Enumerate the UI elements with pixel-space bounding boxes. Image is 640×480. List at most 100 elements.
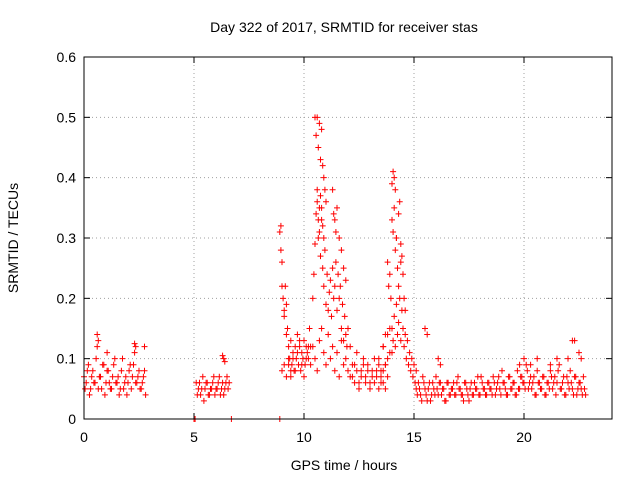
data-point xyxy=(108,385,115,392)
data-point xyxy=(406,349,413,356)
data-point xyxy=(139,379,146,386)
data-point xyxy=(351,379,358,386)
data-point xyxy=(336,373,343,380)
data-point xyxy=(94,331,101,338)
data-point xyxy=(445,379,452,386)
data-point xyxy=(480,385,487,392)
data-point xyxy=(568,379,575,386)
data-point xyxy=(555,367,562,374)
data-point xyxy=(137,385,144,392)
data-point xyxy=(342,331,349,338)
data-point xyxy=(342,277,349,284)
data-point xyxy=(207,385,214,392)
data-point xyxy=(225,385,232,392)
data-point xyxy=(380,379,387,386)
data-point xyxy=(315,235,322,241)
data-point xyxy=(220,391,227,398)
data-point xyxy=(219,352,226,359)
data-point xyxy=(409,373,416,380)
data-point xyxy=(478,373,485,380)
data-point xyxy=(382,385,389,392)
data-point xyxy=(576,349,582,356)
data-point xyxy=(320,283,327,290)
data-point xyxy=(375,355,382,362)
data-point xyxy=(516,361,523,368)
y-tick-label: 0.4 xyxy=(57,170,77,186)
data-point xyxy=(404,337,411,344)
data-point xyxy=(118,367,125,374)
data-point xyxy=(390,337,397,344)
data-point xyxy=(132,343,139,350)
data-point xyxy=(122,373,129,380)
data-point xyxy=(514,367,521,374)
data-point xyxy=(285,355,292,362)
data-point xyxy=(358,373,365,380)
data-point xyxy=(134,373,141,380)
data-point xyxy=(304,349,311,356)
data-point xyxy=(420,379,427,386)
data-point xyxy=(473,385,480,392)
data-point xyxy=(318,126,325,133)
data-point xyxy=(380,343,387,350)
data-point xyxy=(567,367,574,374)
data-point xyxy=(314,367,321,374)
data-point xyxy=(128,385,135,392)
data-point xyxy=(330,210,337,217)
y-tick-label: 0 xyxy=(68,411,76,427)
data-point xyxy=(382,331,389,338)
data-point xyxy=(367,385,373,392)
data-point xyxy=(119,355,126,362)
data-point xyxy=(502,385,509,392)
data-point xyxy=(546,385,553,392)
data-point xyxy=(528,385,535,392)
x-tick-label: 5 xyxy=(190,429,198,445)
data-point xyxy=(425,385,432,392)
data-point xyxy=(331,367,338,374)
data-point xyxy=(194,391,201,398)
data-point xyxy=(397,337,404,344)
y-tick-label: 0.3 xyxy=(57,230,77,246)
data-point xyxy=(317,192,324,199)
data-point xyxy=(389,216,395,223)
data-point xyxy=(484,379,491,386)
data-point xyxy=(287,367,294,374)
data-point xyxy=(205,391,212,398)
data-point xyxy=(306,325,313,332)
data-point xyxy=(349,361,356,368)
data-point xyxy=(320,174,327,181)
data-point xyxy=(95,337,102,344)
data-point xyxy=(319,265,326,272)
data-point xyxy=(547,367,554,374)
data-point xyxy=(338,337,345,344)
data-point xyxy=(519,379,526,386)
data-point xyxy=(216,373,223,380)
data-point xyxy=(218,385,225,392)
data-point xyxy=(126,367,133,374)
data-point xyxy=(436,379,443,386)
data-point xyxy=(360,361,367,368)
data-point xyxy=(131,340,138,347)
data-point xyxy=(130,361,137,368)
data-point xyxy=(384,355,391,362)
data-point xyxy=(341,313,348,320)
data-point xyxy=(336,295,343,302)
data-point xyxy=(330,295,337,302)
data-point xyxy=(400,271,406,278)
data-point xyxy=(319,162,326,169)
data-point xyxy=(334,307,340,314)
data-point xyxy=(552,391,559,398)
data-point xyxy=(87,385,94,392)
data-point xyxy=(316,120,323,127)
data-point xyxy=(353,367,360,374)
data-point xyxy=(548,373,555,380)
data-point xyxy=(433,373,439,380)
data-point xyxy=(566,385,573,392)
y-tick-label: 0.6 xyxy=(57,49,77,65)
data-point xyxy=(318,204,325,211)
data-point xyxy=(456,385,463,392)
data-point xyxy=(572,373,579,380)
data-point xyxy=(524,367,531,374)
data-point xyxy=(384,373,391,380)
data-point xyxy=(323,198,329,205)
data-point xyxy=(395,319,402,326)
